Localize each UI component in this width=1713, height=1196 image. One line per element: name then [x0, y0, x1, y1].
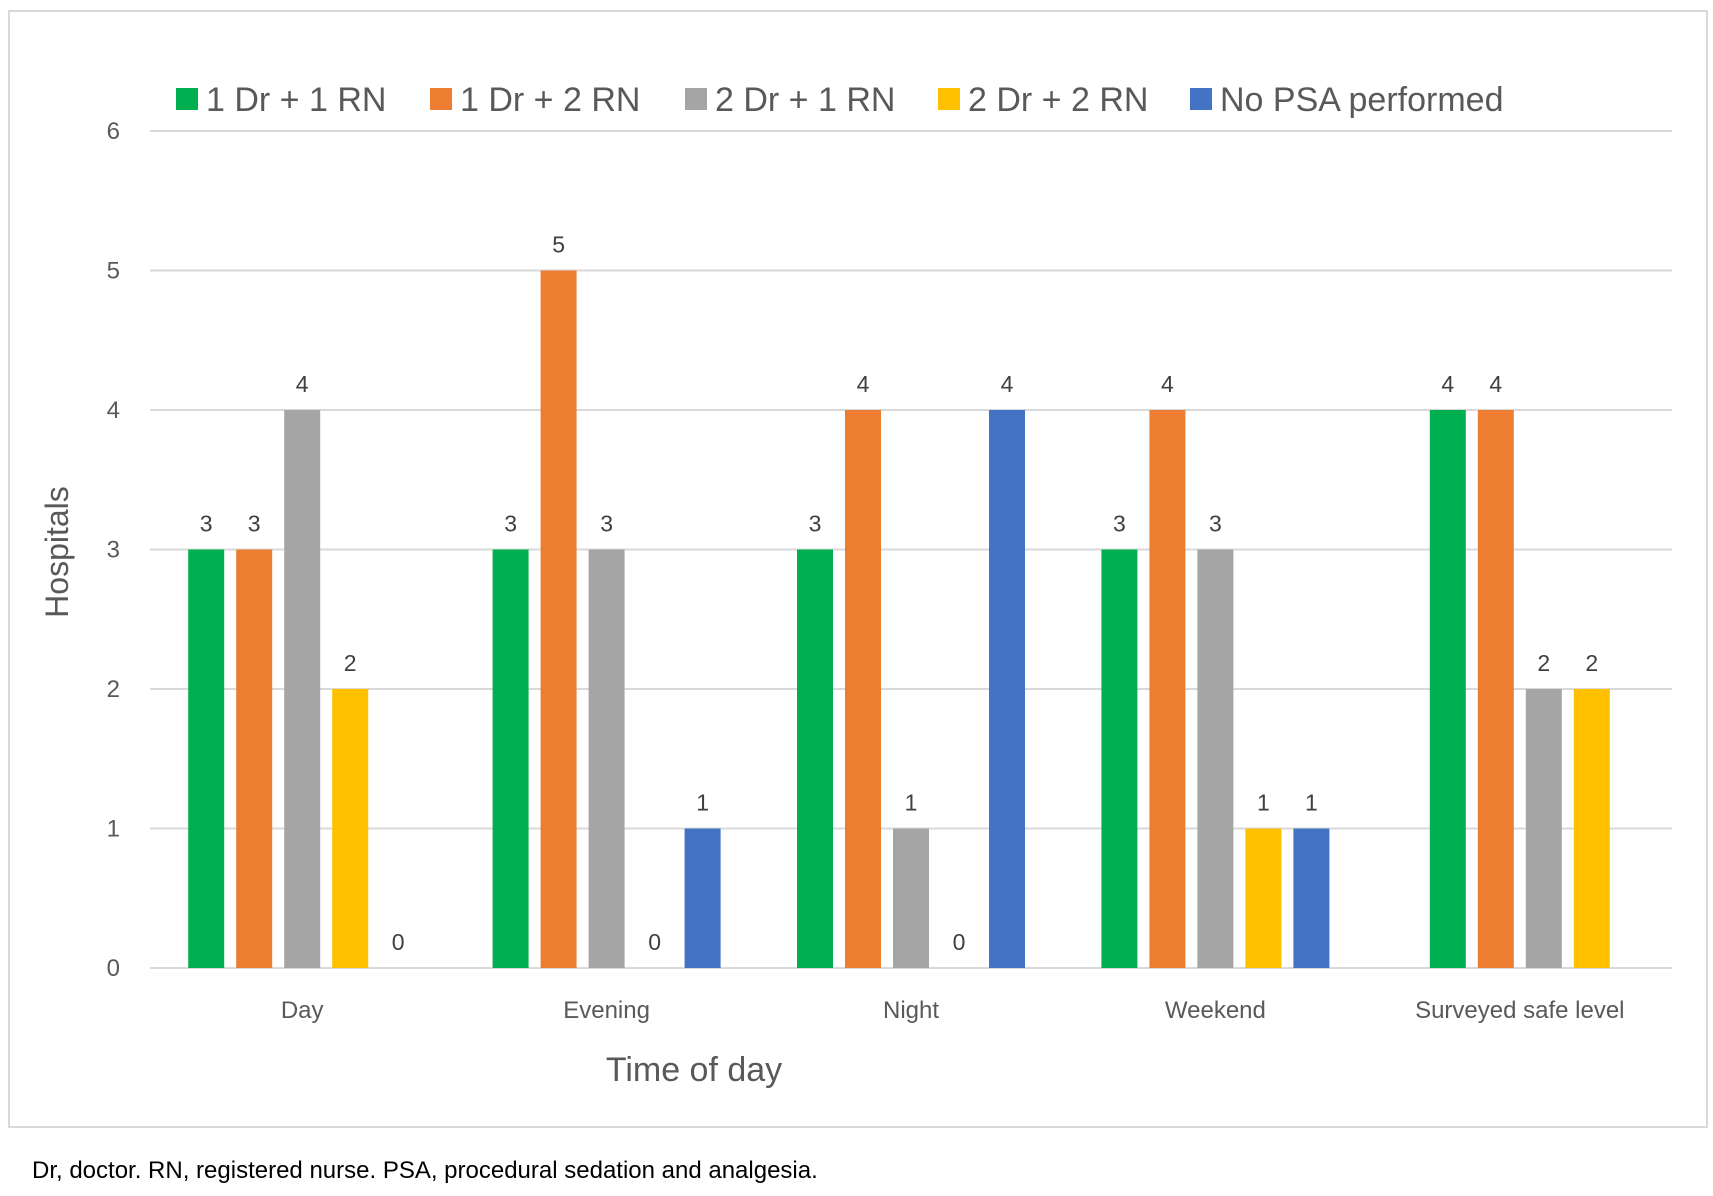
bar: [236, 549, 273, 968]
data-label: 3: [248, 511, 261, 537]
data-label: 4: [857, 371, 870, 397]
legend-swatch: [685, 88, 707, 110]
data-label: 3: [809, 511, 822, 537]
bar: [1293, 828, 1330, 968]
y-tick-label: 4: [107, 397, 120, 424]
legend-label: 1 Dr + 2 RN: [460, 81, 640, 119]
bar: [684, 828, 721, 968]
y-tick-label: 3: [107, 537, 120, 564]
data-label: 3: [504, 511, 517, 537]
data-label: 4: [1489, 371, 1502, 397]
y-axis-title: Hospitals: [39, 486, 75, 618]
legend-swatch: [938, 88, 960, 110]
x-axis-title: Time of day: [606, 1051, 782, 1089]
x-tick-label: Night: [883, 997, 939, 1024]
x-tick-label: Evening: [563, 997, 650, 1024]
legend-swatch: [176, 88, 198, 110]
data-label: 3: [600, 511, 613, 537]
y-tick-label: 0: [107, 955, 120, 982]
data-label: 1: [1305, 790, 1318, 816]
data-label: 2: [1585, 650, 1598, 676]
y-tick-label: 1: [107, 816, 120, 843]
bar: [540, 270, 577, 968]
legend-label: 2 Dr + 2 RN: [968, 81, 1148, 119]
data-label: 0: [392, 929, 405, 955]
legend-label: 1 Dr + 1 RN: [206, 81, 386, 119]
bar: [1429, 410, 1466, 968]
legend-swatch: [430, 88, 452, 110]
data-label: 3: [1209, 511, 1222, 537]
x-tick-label: Weekend: [1165, 997, 1266, 1024]
bar: [1573, 689, 1610, 968]
data-label: 0: [953, 929, 966, 955]
bar: [332, 689, 369, 968]
bar: [188, 549, 225, 968]
data-label: 2: [1537, 650, 1550, 676]
data-label: 0: [648, 929, 661, 955]
bar: [1525, 689, 1562, 968]
bar: [1245, 828, 1282, 968]
data-label: 2: [344, 650, 357, 676]
bar: [893, 828, 929, 968]
y-tick-label: 5: [107, 258, 120, 285]
bar: [492, 549, 529, 968]
bar: [845, 410, 881, 968]
bar: [1149, 410, 1186, 968]
data-label: 3: [1113, 511, 1126, 537]
x-tick-label: Day: [281, 997, 324, 1024]
data-label: 1: [696, 790, 709, 816]
footnote: Dr, doctor. RN, registered nurse. PSA, p…: [32, 1157, 818, 1184]
data-label: 3: [200, 511, 213, 537]
y-tick-label: 6: [107, 118, 120, 145]
bar: [284, 410, 321, 968]
legend-label: 2 Dr + 1 RN: [715, 81, 895, 119]
legend-swatch: [1190, 88, 1212, 110]
data-label: 1: [1257, 790, 1270, 816]
legend-label: No PSA performed: [1220, 81, 1503, 119]
bar: [1477, 410, 1514, 968]
data-label: 4: [1161, 371, 1174, 397]
y-tick-label: 2: [107, 676, 120, 703]
bar: [797, 549, 833, 968]
bar: [1197, 549, 1234, 968]
bar: [1101, 549, 1138, 968]
data-label: 4: [296, 371, 309, 397]
data-label: 5: [552, 232, 565, 258]
data-label: 4: [1001, 371, 1014, 397]
data-label: 1: [905, 790, 918, 816]
bar-chart: 0 1 2 3 4 5 6 3 3 4 2 0 Day 3 5 3 0 1 Evening 3 4 1 0 4 Night 3 4 3…: [39, 81, 1672, 1089]
data-label: 4: [1441, 371, 1454, 397]
bar: [989, 410, 1025, 968]
x-tick-label: Surveyed safe level: [1415, 997, 1624, 1024]
bar: [588, 549, 625, 968]
